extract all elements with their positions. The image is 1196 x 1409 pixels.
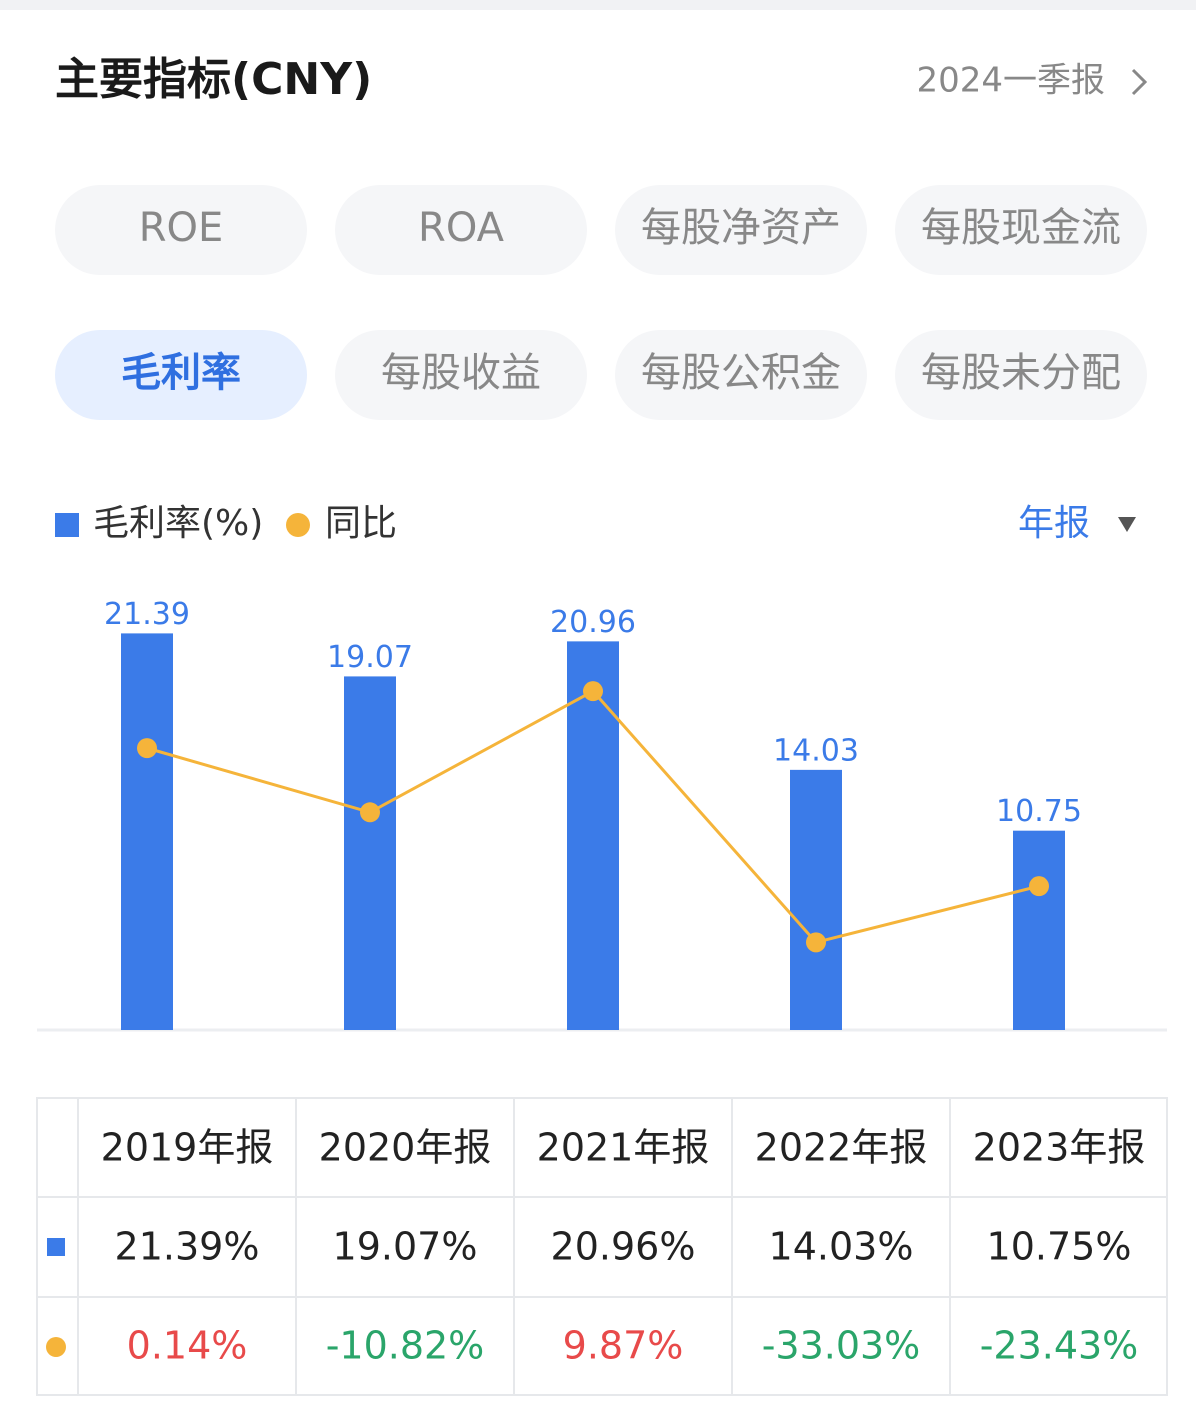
- row-marker: [46, 1337, 66, 1357]
- legend-label: 同比: [325, 503, 397, 544]
- tab[interactable]: [55, 330, 307, 420]
- bar: [1013, 830, 1065, 1030]
- tab[interactable]: [895, 185, 1147, 275]
- table-border: [36, 1097, 1168, 1396]
- line-point: [360, 802, 380, 823]
- tab[interactable]: [55, 185, 307, 275]
- tab[interactable]: [615, 185, 867, 275]
- tab-label[interactable]: ROE: [139, 205, 224, 251]
- table-cell: -33.03%: [762, 1324, 921, 1368]
- line-point: [137, 738, 157, 759]
- row-marker: [47, 1238, 65, 1256]
- table-cell: 20.96%: [551, 1225, 696, 1269]
- tab-label[interactable]: 毛利率: [121, 350, 241, 396]
- table-header: 2021年报: [537, 1126, 710, 1170]
- line-point: [583, 681, 603, 702]
- tab[interactable]: [895, 330, 1147, 420]
- tab-label[interactable]: 每股公积金: [641, 350, 841, 396]
- bar: [344, 676, 396, 1030]
- legend-label: 毛利率(%): [93, 503, 263, 544]
- table-cell: 9.87%: [563, 1324, 684, 1368]
- report-selector[interactable]: 年报: [1018, 503, 1090, 544]
- bar-value-label: 21.39: [104, 597, 190, 632]
- tab-label[interactable]: ROA: [418, 205, 505, 251]
- legend-swatch: [55, 513, 79, 537]
- bar-value-label: 19.07: [327, 640, 413, 675]
- table-cell: 19.07%: [333, 1225, 478, 1269]
- dropdown-arrow[interactable]: [1118, 517, 1136, 532]
- table-header: 2020年报: [319, 1126, 492, 1170]
- legend-swatch: [286, 513, 310, 537]
- title: 主要指标(CNY): [55, 54, 372, 105]
- table-cell: -23.43%: [980, 1324, 1139, 1368]
- chevron[interactable]: [1131, 68, 1148, 96]
- bar: [121, 633, 173, 1030]
- period[interactable]: 2024一季报: [916, 61, 1105, 101]
- line-point: [806, 932, 826, 953]
- table-cell: 10.75%: [987, 1225, 1132, 1269]
- top-strip: [0, 0, 1196, 10]
- table-cell: 0.14%: [127, 1324, 248, 1368]
- table-header: 2022年报: [755, 1126, 928, 1170]
- tab-label[interactable]: 每股收益: [381, 350, 541, 396]
- table-header: 2023年报: [973, 1126, 1146, 1170]
- tab[interactable]: [615, 330, 867, 420]
- bar-value-label: 20.96: [550, 605, 636, 640]
- tab[interactable]: [335, 330, 587, 420]
- tab-label[interactable]: 每股未分配: [921, 350, 1121, 396]
- bar: [790, 769, 842, 1030]
- tab-label[interactable]: 每股净资产: [641, 205, 841, 251]
- table-cell: 21.39%: [115, 1225, 260, 1269]
- table-cell: -10.82%: [326, 1324, 485, 1368]
- table-cell: 14.03%: [769, 1225, 914, 1269]
- bar-value-label: 10.75: [996, 794, 1082, 829]
- bar-value-label: 14.03: [773, 733, 859, 768]
- bar: [567, 641, 619, 1030]
- line-point: [1029, 876, 1049, 897]
- table-header: 2019年报: [101, 1126, 274, 1170]
- tab-label[interactable]: 每股现金流: [921, 205, 1121, 251]
- tab[interactable]: [335, 185, 587, 275]
